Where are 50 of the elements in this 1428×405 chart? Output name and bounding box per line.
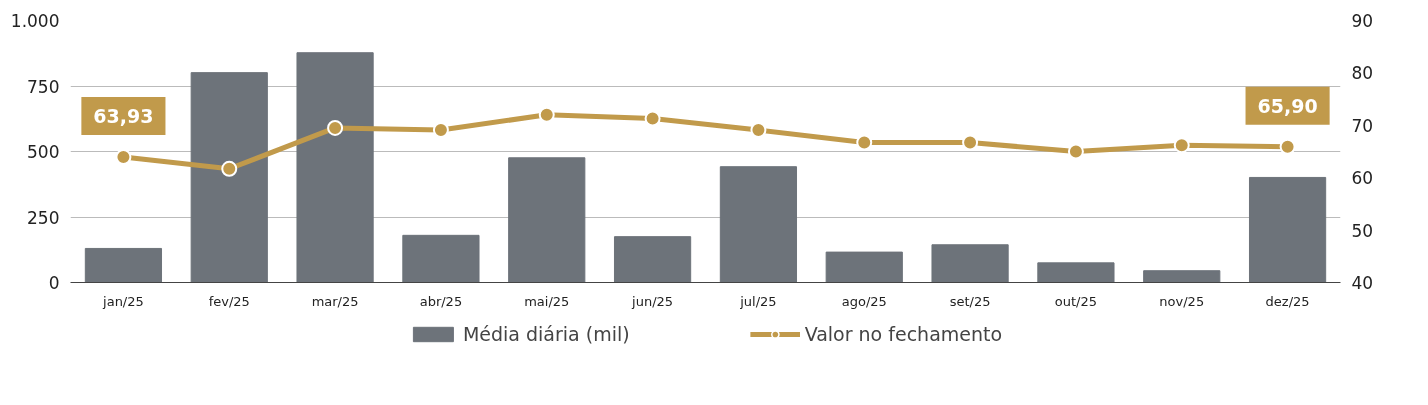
bar [84, 247, 163, 283]
x-tick-label: jul/25 [739, 293, 777, 309]
legend-label: Valor no fechamento [804, 322, 1003, 345]
point [962, 134, 979, 151]
x-tick-label: fev/25 [208, 293, 250, 309]
bar [719, 166, 798, 283]
point [1173, 137, 1190, 154]
bar [613, 236, 692, 283]
y2-tick-label: 90 [1351, 11, 1374, 31]
x-tick-label: ago/25 [841, 293, 887, 309]
point [644, 110, 661, 127]
point [538, 106, 555, 123]
bar [825, 251, 903, 283]
x-tick-label: mar/25 [311, 293, 359, 309]
legend-label: Média diária (mil) [462, 322, 630, 345]
point [1279, 138, 1296, 155]
point [1067, 143, 1084, 160]
y-tick-label: 1.000 [10, 11, 60, 31]
x-tick-label: out/25 [1054, 293, 1098, 309]
x-tick-label: nov/25 [1159, 293, 1205, 309]
point [327, 119, 344, 136]
x-tick-label: jun/25 [631, 293, 674, 309]
point [856, 134, 873, 151]
bar [1037, 262, 1115, 283]
point [432, 122, 449, 138]
x-tick-label: set/25 [949, 293, 991, 309]
bar [402, 234, 480, 283]
point [750, 122, 767, 138]
y-tick-label: 750 [27, 76, 60, 97]
y2-tick-label: 40 [1351, 273, 1374, 293]
x-tick-label: abr/25 [419, 293, 463, 309]
y-tick-label: 500 [27, 142, 60, 162]
x-tick-label: mai/25 [524, 293, 570, 309]
data-label: 65,90 [1257, 94, 1318, 117]
x-tick-label: jan/25 [102, 293, 144, 309]
y2-tick-label: 60 [1351, 168, 1374, 189]
point [221, 160, 238, 177]
y2-tick-label: 70 [1351, 115, 1374, 136]
bar [296, 52, 374, 283]
bar [508, 157, 586, 283]
y2-tick-label: 80 [1351, 63, 1374, 84]
y2-tick-label: 50 [1351, 220, 1374, 241]
data-label: 63,93 [93, 105, 154, 128]
x-tick-label: dez/25 [1265, 293, 1310, 309]
bar [1143, 270, 1221, 283]
bar [190, 72, 268, 283]
y-tick-label: 0 [48, 273, 60, 293]
y-tick-label: 250 [27, 207, 60, 228]
bar [931, 244, 1009, 283]
bar [1248, 176, 1327, 283]
